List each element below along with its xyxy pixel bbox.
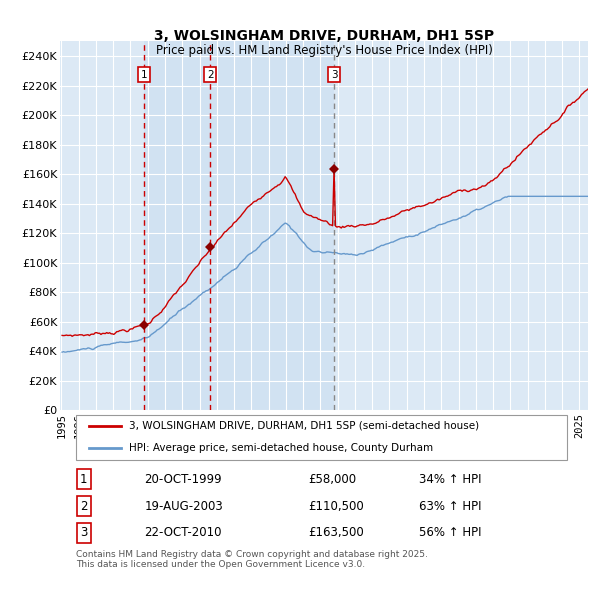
Text: 2: 2 (80, 500, 88, 513)
Text: 3: 3 (80, 526, 88, 539)
Text: £110,500: £110,500 (308, 500, 364, 513)
Text: Contains HM Land Registry data © Crown copyright and database right 2025.
This d: Contains HM Land Registry data © Crown c… (76, 549, 428, 569)
Text: 3, WOLSINGHAM DRIVE, DURHAM, DH1 5SP: 3, WOLSINGHAM DRIVE, DURHAM, DH1 5SP (154, 30, 494, 44)
Text: Price paid vs. HM Land Registry's House Price Index (HPI): Price paid vs. HM Land Registry's House … (155, 44, 493, 57)
Text: 3: 3 (331, 70, 337, 80)
Text: HPI: Average price, semi-detached house, County Durham: HPI: Average price, semi-detached house,… (128, 443, 433, 453)
Bar (211, 41, 334, 411)
Text: 19-AUG-2003: 19-AUG-2003 (145, 500, 223, 513)
Text: 20-OCT-1999: 20-OCT-1999 (145, 473, 222, 486)
Text: 3, WOLSINGHAM DRIVE, DURHAM, DH1 5SP (semi-detached house): 3, WOLSINGHAM DRIVE, DURHAM, DH1 5SP (se… (128, 421, 479, 431)
Text: 34% ↑ HPI: 34% ↑ HPI (419, 473, 482, 486)
Text: 1: 1 (80, 473, 88, 486)
FancyBboxPatch shape (76, 415, 567, 460)
Text: 2: 2 (207, 70, 214, 80)
Text: 63% ↑ HPI: 63% ↑ HPI (419, 500, 482, 513)
Text: 56% ↑ HPI: 56% ↑ HPI (419, 526, 482, 539)
Text: 1: 1 (141, 70, 148, 80)
Text: £58,000: £58,000 (308, 473, 356, 486)
Text: 22-OCT-2010: 22-OCT-2010 (145, 526, 222, 539)
Text: £163,500: £163,500 (308, 526, 364, 539)
Bar (144, 41, 211, 411)
